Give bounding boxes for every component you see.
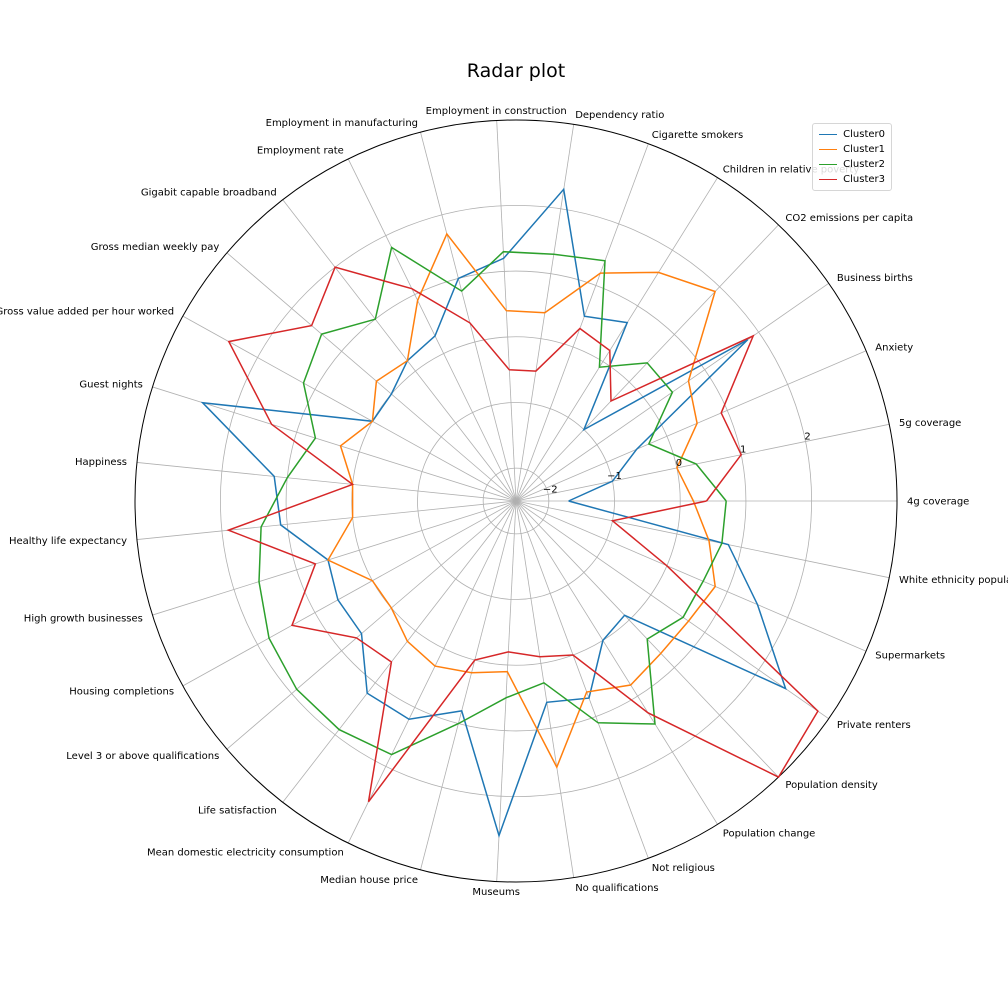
radial-tick-label-3: 1 [740,445,746,456]
category-label-7: Dependency ratio [575,110,664,121]
outer-frame [134,119,898,883]
category-label-15: Happiness [75,457,127,468]
spoke-26 [515,500,718,825]
category-label-27: Population density [785,780,877,791]
spoke-12 [226,252,517,502]
category-label-0: 4g coverage [907,497,969,508]
spoke-1 [515,423,890,502]
spoke-13 [182,315,517,502]
spoke-25 [515,500,649,859]
category-label-21: Mean domestic electricity consumption [147,848,344,859]
spoke-16 [136,500,517,540]
category-label-25: Not religious [652,863,715,874]
legend-swatch [819,164,838,165]
legend-swatch [819,149,838,150]
legend-swatch [819,179,838,180]
chart-title: Radar plot [467,60,565,82]
category-label-9: Employment in manufacturing [266,118,418,129]
category-label-30: White ethnicity population [899,575,1008,586]
spoke-29 [515,500,867,652]
spoke-17 [152,500,517,616]
radial-tick-label-1: −1 [607,471,622,482]
legend-item-cluster0: Cluster0 [819,127,885,142]
legend: Cluster0 Cluster1 Cluster2 Cluster3 [812,123,892,191]
spoke-21 [347,500,517,844]
category-label-24: No qualifications [575,883,658,894]
spoke-19 [226,500,517,750]
series-line-cluster1 [326,232,717,770]
spoke-28 [515,500,829,719]
category-label-22: Median house price [320,875,418,886]
category-label-16: Healthy life expectancy [9,536,127,547]
radial-tick-label-2: 0 [676,458,682,469]
legend-label: Cluster2 [843,159,885,170]
spoke-14 [152,386,517,502]
series-line-cluster3 [226,266,819,803]
category-label-11: Gigabit capable broadband [141,187,277,198]
radial-tick-label-0: −2 [543,484,558,495]
category-label-17: High growth businesses [24,614,143,625]
category-label-28: Private renters [837,720,911,731]
category-label-20: Life satisfaction [198,806,277,817]
category-label-1: 5g coverage [899,418,961,429]
category-label-29: Supermarkets [875,651,945,662]
spoke-23 [496,500,517,882]
category-label-13: Gross value added per hour worked [0,307,174,318]
category-labels: 4g coverage 5g coverage Anxiety Business bi… [0,106,1008,898]
legend-item-cluster1: Cluster1 [819,142,885,157]
spoke-6 [515,143,649,502]
radial-tick-label-4: 2 [804,432,810,443]
legend-label: Cluster3 [843,174,885,185]
radar-grid [134,119,898,883]
category-label-23: Museums [472,887,520,898]
spoke-22 [420,500,517,870]
radar-series [200,187,819,839]
category-label-10: Employment rate [257,146,344,157]
category-label-3: Business births [837,273,913,284]
category-label-12: Gross median weekly pay [91,242,220,253]
spoke-20 [282,500,517,803]
series-line-cluster0 [200,187,787,839]
category-label-14: Guest nights [79,379,142,390]
spoke-2 [515,350,867,502]
legend-item-cluster2: Cluster2 [819,157,885,172]
legend-label: Cluster1 [843,144,885,155]
legend-swatch [819,134,838,135]
spoke-30 [515,500,890,579]
category-label-2: Anxiety [875,342,913,353]
legend-item-cluster3: Cluster3 [819,172,885,187]
category-label-6: Cigarette smokers [652,130,743,141]
category-label-18: Housing completions [69,686,174,697]
category-label-5: Children in relative poverty [723,165,860,176]
spoke-11 [282,199,517,502]
legend-label: Cluster0 [843,129,885,140]
series-line-cluster2 [258,246,727,756]
spoke-18 [182,500,517,687]
category-label-4: CO2 emissions per capita [785,213,913,224]
spoke-10 [347,158,517,502]
spoke-24 [515,500,575,878]
radial-ticks: −2 −1 0 1 2 [543,432,811,496]
category-label-26: Population change [723,828,816,839]
spoke-15 [136,462,517,502]
spoke-9 [420,132,517,502]
category-label-19: Level 3 or above qualifications [66,751,219,762]
spoke-5 [515,177,718,502]
category-label-8: Employment in construction [426,106,567,117]
